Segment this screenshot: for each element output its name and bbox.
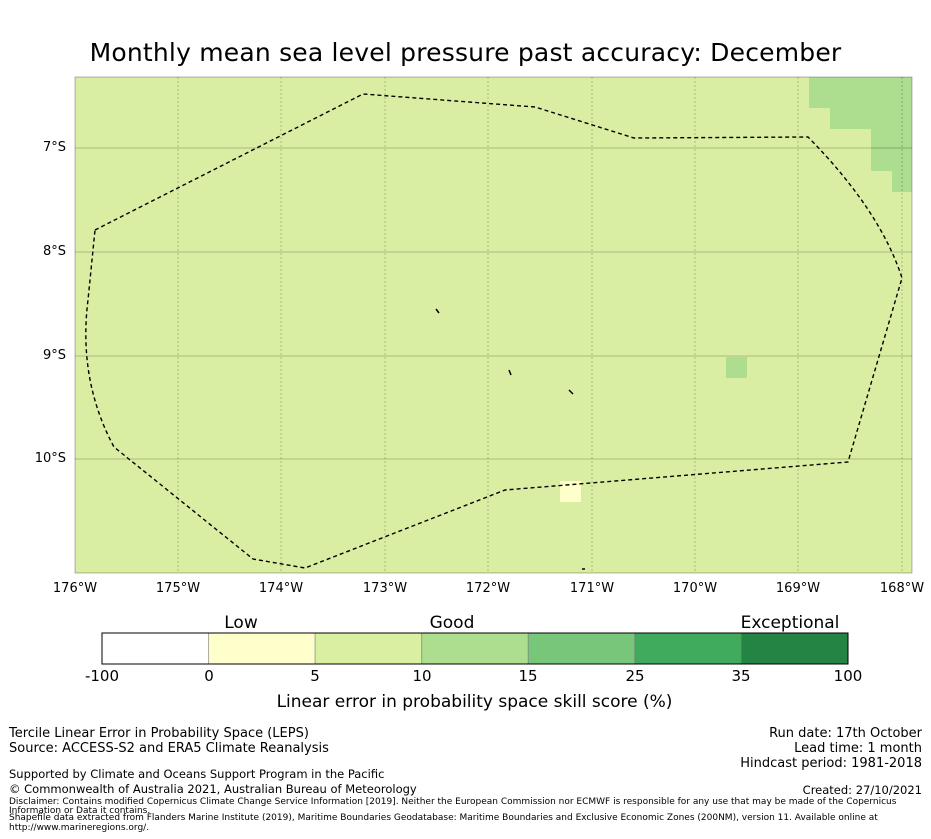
colorbar-tick: 25 [625, 667, 645, 685]
colorbar-tick: 0 [204, 667, 214, 685]
colorbar-category-low: Low [224, 613, 258, 633]
skill-patch [809, 77, 912, 108]
chart-title: Monthly mean sea level pressure past acc… [89, 38, 842, 67]
colorbar-label: Linear error in probability space skill … [276, 692, 673, 712]
shapefile-line-1: Shapefile data extracted from Flanders M… [9, 813, 878, 823]
island [508, 369, 512, 376]
colorbar-tick: 35 [731, 667, 751, 685]
colorbar-tick: 5 [310, 667, 320, 685]
support-text: Supported by Climate and Oceans Support … [9, 767, 385, 781]
colorbar-tick: -100 [84, 667, 120, 685]
colorbar-swatch [421, 632, 529, 665]
island [435, 308, 440, 314]
x-tick-label: 175°W [155, 581, 201, 596]
skill-patch [560, 481, 581, 502]
shapefile-line-2: http://www.marineregions.org/. [9, 823, 150, 833]
x-tick-label: 169°W [775, 581, 821, 596]
colorbar-swatches [101, 632, 849, 665]
colorbar-swatch [314, 632, 423, 665]
run-date-text: Run date: 17th October [769, 726, 922, 741]
map-frame [74, 76, 913, 574]
x-tick-label: 176°W [52, 581, 98, 596]
skill-patch [830, 108, 912, 129]
x-tick-label: 170°W [672, 581, 718, 596]
island [568, 389, 574, 395]
disclaimer-line-2: Information or Data it contains. [9, 806, 151, 816]
colorbar-swatch [101, 632, 210, 665]
y-tick-label: 10°S [34, 451, 66, 466]
skill-patch [892, 171, 912, 192]
method-text: Tercile Linear Error in Probability Spac… [9, 726, 309, 741]
colorbar-swatch [740, 632, 849, 665]
created-text: Created: 27/10/2021 [802, 783, 922, 797]
colorbar [101, 632, 849, 665]
copyright-text: © Commonwealth of Australia 2021, Austra… [9, 782, 417, 796]
colorbar-swatch [208, 632, 316, 665]
source-text: Source: ACCESS-S2 and ERA5 Climate Reana… [9, 741, 329, 756]
islands [435, 308, 585, 570]
colorbar-category-exceptional: Exceptional [740, 613, 840, 633]
disclaimer-line-1: Disclaimer: Contains modified Copernicus… [9, 797, 897, 807]
x-tick-label: 174°W [258, 581, 304, 596]
eez-boundary [85, 93, 903, 569]
map-panel [74, 76, 913, 574]
skill-patch [726, 357, 747, 378]
hindcast-text: Hindcast period: 1981-2018 [740, 756, 922, 771]
colorbar-category-good: Good [429, 613, 475, 633]
y-tick-label: 7°S [42, 140, 66, 155]
lead-time-text: Lead time: 1 month [794, 741, 922, 756]
colorbar-tick: 100 [833, 667, 863, 685]
colorbar-tick: 15 [518, 667, 538, 685]
colorbar-tick: 10 [412, 667, 432, 685]
x-tick-label: 171°W [569, 581, 615, 596]
y-tick-label: 9°S [42, 348, 66, 363]
colorbar-swatch [527, 632, 636, 665]
skill-patches-0-5 [560, 481, 581, 502]
x-tick-label: 168°W [879, 581, 925, 596]
x-tick-label: 172°W [465, 581, 511, 596]
colorbar-swatch [634, 632, 742, 665]
colorbar-frame [101, 632, 849, 665]
y-tick-label: 8°S [42, 244, 66, 259]
map-background [75, 77, 912, 573]
skill-patch [871, 129, 912, 171]
gridlines [75, 77, 912, 573]
x-tick-label: 173°W [362, 581, 408, 596]
skill-patches-10-15 [726, 77, 912, 378]
